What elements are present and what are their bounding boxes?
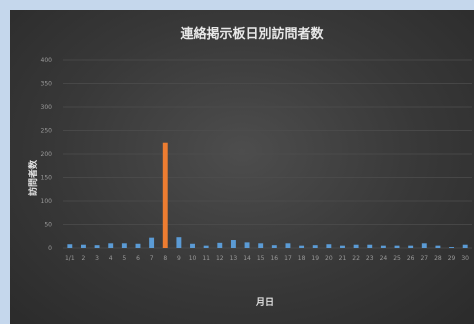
x-tick-label: 29 bbox=[448, 255, 456, 262]
x-tick-label: 18 bbox=[298, 255, 306, 262]
bar bbox=[435, 245, 441, 248]
x-tick-label: 10 bbox=[189, 255, 197, 262]
x-tick-label: 2 bbox=[82, 255, 86, 262]
bar bbox=[162, 142, 168, 248]
x-tick-label: 25 bbox=[393, 255, 401, 262]
bar bbox=[326, 244, 332, 248]
y-tick-label: 350 bbox=[41, 81, 53, 88]
bar bbox=[380, 245, 386, 248]
bar bbox=[149, 237, 155, 248]
bar bbox=[462, 244, 468, 248]
bar bbox=[394, 245, 400, 248]
bars bbox=[67, 142, 468, 248]
bar bbox=[244, 242, 250, 248]
y-tick-label: 150 bbox=[41, 175, 53, 182]
x-tick-label: 11 bbox=[202, 255, 210, 262]
y-tick-label: 200 bbox=[41, 151, 53, 158]
bar bbox=[367, 244, 373, 248]
x-tick-label: 8 bbox=[163, 255, 167, 262]
bar bbox=[258, 243, 264, 248]
bar bbox=[108, 243, 114, 248]
bar bbox=[176, 237, 182, 248]
bar bbox=[67, 244, 73, 248]
x-tick-label: 27 bbox=[420, 255, 428, 262]
x-tick-label: 28 bbox=[434, 255, 442, 262]
x-tick-label: 26 bbox=[407, 255, 415, 262]
x-tick-label: 12 bbox=[216, 255, 224, 262]
x-tick-label: 7 bbox=[150, 255, 154, 262]
x-tick-label: 9 bbox=[177, 255, 181, 262]
y-tick-label: 0 bbox=[48, 245, 52, 252]
bar bbox=[285, 243, 291, 248]
x-tick-label: 4 bbox=[109, 255, 113, 262]
bar bbox=[271, 245, 277, 248]
x-tick-label: 20 bbox=[325, 255, 333, 262]
bar bbox=[353, 244, 359, 248]
y-tick-labels: 0 50 100 150 200 250 300 350 400 bbox=[41, 57, 53, 252]
x-tick-label: 6 bbox=[136, 255, 140, 262]
x-tick-label: 16 bbox=[270, 255, 278, 262]
bar bbox=[80, 244, 86, 248]
bar bbox=[340, 245, 345, 248]
bar bbox=[121, 243, 127, 248]
y-tick-label: 300 bbox=[41, 104, 53, 111]
bar bbox=[312, 245, 318, 248]
x-axis-label: 月日 bbox=[255, 297, 274, 308]
x-tick-label: 15 bbox=[257, 255, 265, 262]
x-tick-labels: 1/1 2 3 4 5 6 7 8 9 10 11 12 13 14 15 16 17 18 19 20 21 22 23 2… bbox=[65, 255, 469, 262]
x-tick-label: 21 bbox=[339, 255, 347, 262]
x-tick-label: 13 bbox=[230, 255, 238, 262]
y-axis-label: 訪問者数 bbox=[27, 159, 39, 196]
bar bbox=[217, 242, 223, 248]
bar bbox=[190, 243, 195, 248]
bar bbox=[135, 243, 141, 248]
gridlines bbox=[63, 59, 472, 249]
y-tick-label: 50 bbox=[44, 222, 52, 229]
bar bbox=[94, 245, 100, 248]
x-tick-label: 22 bbox=[352, 255, 360, 262]
chart: 連絡掲示板日別訪問者数 訪問者数 月日 05010015020025030035… bbox=[27, 26, 472, 308]
x-tick-label: 3 bbox=[95, 255, 99, 262]
x-tick-label: 14 bbox=[243, 255, 251, 262]
bar bbox=[449, 247, 455, 248]
y-tick-label: 100 bbox=[41, 198, 53, 205]
x-tick-label: 5 bbox=[122, 255, 126, 262]
chart-frame: 連絡掲示板日別訪問者数 訪問者数 月日 0 50 100 150 200 250 300 35… bbox=[10, 10, 474, 324]
x-tick-label: 19 bbox=[311, 255, 319, 262]
y-tick-label: 400 bbox=[41, 57, 53, 64]
bar bbox=[408, 245, 414, 248]
bar bbox=[230, 240, 236, 248]
x-tick-label: 23 bbox=[366, 255, 374, 262]
bar bbox=[421, 243, 427, 248]
x-tick-label: 24 bbox=[380, 255, 388, 262]
x-tick-label: 17 bbox=[284, 255, 292, 262]
bar bbox=[203, 245, 209, 248]
x-tick-label: 30 bbox=[461, 255, 469, 262]
x-tick-label: 1/1 bbox=[65, 255, 75, 262]
bar bbox=[299, 245, 305, 248]
chart-title: 連絡掲示板日別訪問者数 bbox=[180, 26, 324, 42]
y-tick-label: 250 bbox=[41, 128, 53, 135]
